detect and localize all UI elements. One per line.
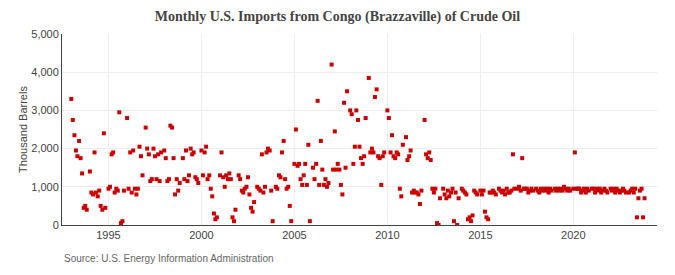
svg-text:5,000: 5,000 [31, 28, 59, 40]
svg-text:1995: 1995 [96, 229, 120, 241]
svg-text:2020: 2020 [561, 229, 585, 241]
svg-text:2005: 2005 [282, 229, 306, 241]
svg-text:4,000: 4,000 [31, 66, 59, 78]
svg-text:2015: 2015 [468, 229, 492, 241]
svg-text:Monthly U.S. Imports from Cong: Monthly U.S. Imports from Congo (Brazzav… [155, 9, 520, 25]
svg-text:3,000: 3,000 [31, 104, 59, 116]
svg-text:Thousand Barrels: Thousand Barrels [17, 86, 29, 173]
svg-text:0: 0 [53, 219, 59, 231]
svg-text:2000: 2000 [189, 229, 213, 241]
svg-text:1,000: 1,000 [31, 181, 59, 193]
svg-text:2010: 2010 [375, 229, 399, 241]
svg-text:2,000: 2,000 [31, 142, 59, 154]
svg-text:Source: U.S. Energy Informatio: Source: U.S. Energy Information Administ… [64, 253, 274, 264]
